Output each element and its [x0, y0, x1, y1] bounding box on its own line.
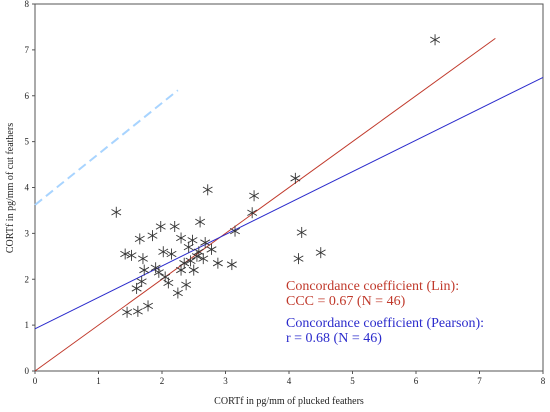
data-point [134, 233, 145, 245]
data-point [147, 230, 158, 242]
x-tick-label: 6 [414, 376, 419, 386]
data-point [172, 287, 183, 299]
data-point [111, 206, 122, 218]
pearson-annotation-title: Concordance coefficient (Pearson): [286, 316, 484, 331]
data-point [293, 253, 304, 265]
data-point [131, 282, 142, 294]
lin-ccc-line [34, 38, 496, 372]
y-axis-title: CORTf in pg/mm of cut feathers [5, 123, 16, 253]
data-point [126, 249, 137, 261]
pearson-regression-line [34, 76, 544, 330]
faint-line-layer [34, 89, 179, 206]
data-point [185, 255, 196, 267]
data-point [176, 232, 187, 244]
data-point [315, 247, 326, 259]
faint-dashed-line [34, 89, 179, 206]
data-point [195, 216, 206, 228]
data-point [153, 266, 164, 278]
data-point [290, 172, 301, 184]
data-point [181, 279, 192, 291]
data-point [139, 264, 150, 276]
data-point [200, 237, 211, 249]
data-point [136, 276, 147, 288]
x-tick-label: 8 [541, 376, 546, 386]
x-tick-label: 2 [160, 376, 165, 386]
data-point [249, 190, 260, 202]
y-tick-label: 6 [25, 91, 30, 101]
points-layer [111, 34, 441, 318]
data-point [183, 241, 194, 253]
data-point [206, 243, 217, 255]
data-point [296, 226, 307, 238]
y-ticks-layer: 0 1 2 3 4 5 6 7 8 [25, 0, 35, 376]
data-point [226, 259, 237, 271]
x-ticks-layer: 0 1 2 3 4 5 6 7 8 [33, 371, 546, 386]
lin-annotation-value: CCC = 0.67 (N = 46) [286, 294, 406, 309]
data-point [120, 248, 131, 260]
data-point [122, 306, 133, 318]
y-tick-label: 7 [25, 45, 30, 55]
data-point [137, 253, 148, 265]
y-tick-label: 8 [25, 0, 30, 9]
data-point [188, 264, 199, 276]
data-point [187, 234, 198, 246]
x-tick-label: 4 [287, 376, 292, 386]
x-tick-label: 7 [477, 376, 482, 386]
x-axis-title: CORTf in pg/mm of plucked feathers [214, 396, 364, 407]
x-tick-label: 5 [350, 376, 355, 386]
data-point [143, 300, 154, 312]
data-point [247, 207, 258, 219]
data-point [230, 225, 241, 237]
y-tick-label: 2 [25, 274, 30, 284]
x-tick-label: 0 [33, 376, 38, 386]
y-tick-label: 1 [25, 320, 30, 330]
fit-lines-layer [34, 38, 544, 372]
y-tick-label: 5 [25, 137, 30, 147]
data-point [202, 184, 213, 196]
lin-annotation-title: Concordance coefficient (Lin): [286, 279, 459, 294]
pearson-annotation-value: r = 0.68 (N = 46) [286, 331, 382, 346]
y-tick-label: 0 [25, 366, 30, 376]
x-tick-label: 3 [223, 376, 228, 386]
data-point [198, 253, 209, 265]
y-tick-label: 4 [25, 183, 30, 193]
data-point [193, 246, 204, 258]
y-tick-label: 3 [25, 228, 30, 238]
data-point [158, 246, 169, 258]
data-point [166, 248, 177, 260]
data-point [169, 220, 180, 232]
data-point [430, 34, 441, 46]
data-point [155, 220, 166, 232]
data-point [212, 257, 223, 269]
data-point [132, 305, 143, 317]
data-point [163, 277, 174, 289]
data-point [179, 257, 190, 269]
x-tick-label: 1 [96, 376, 101, 386]
